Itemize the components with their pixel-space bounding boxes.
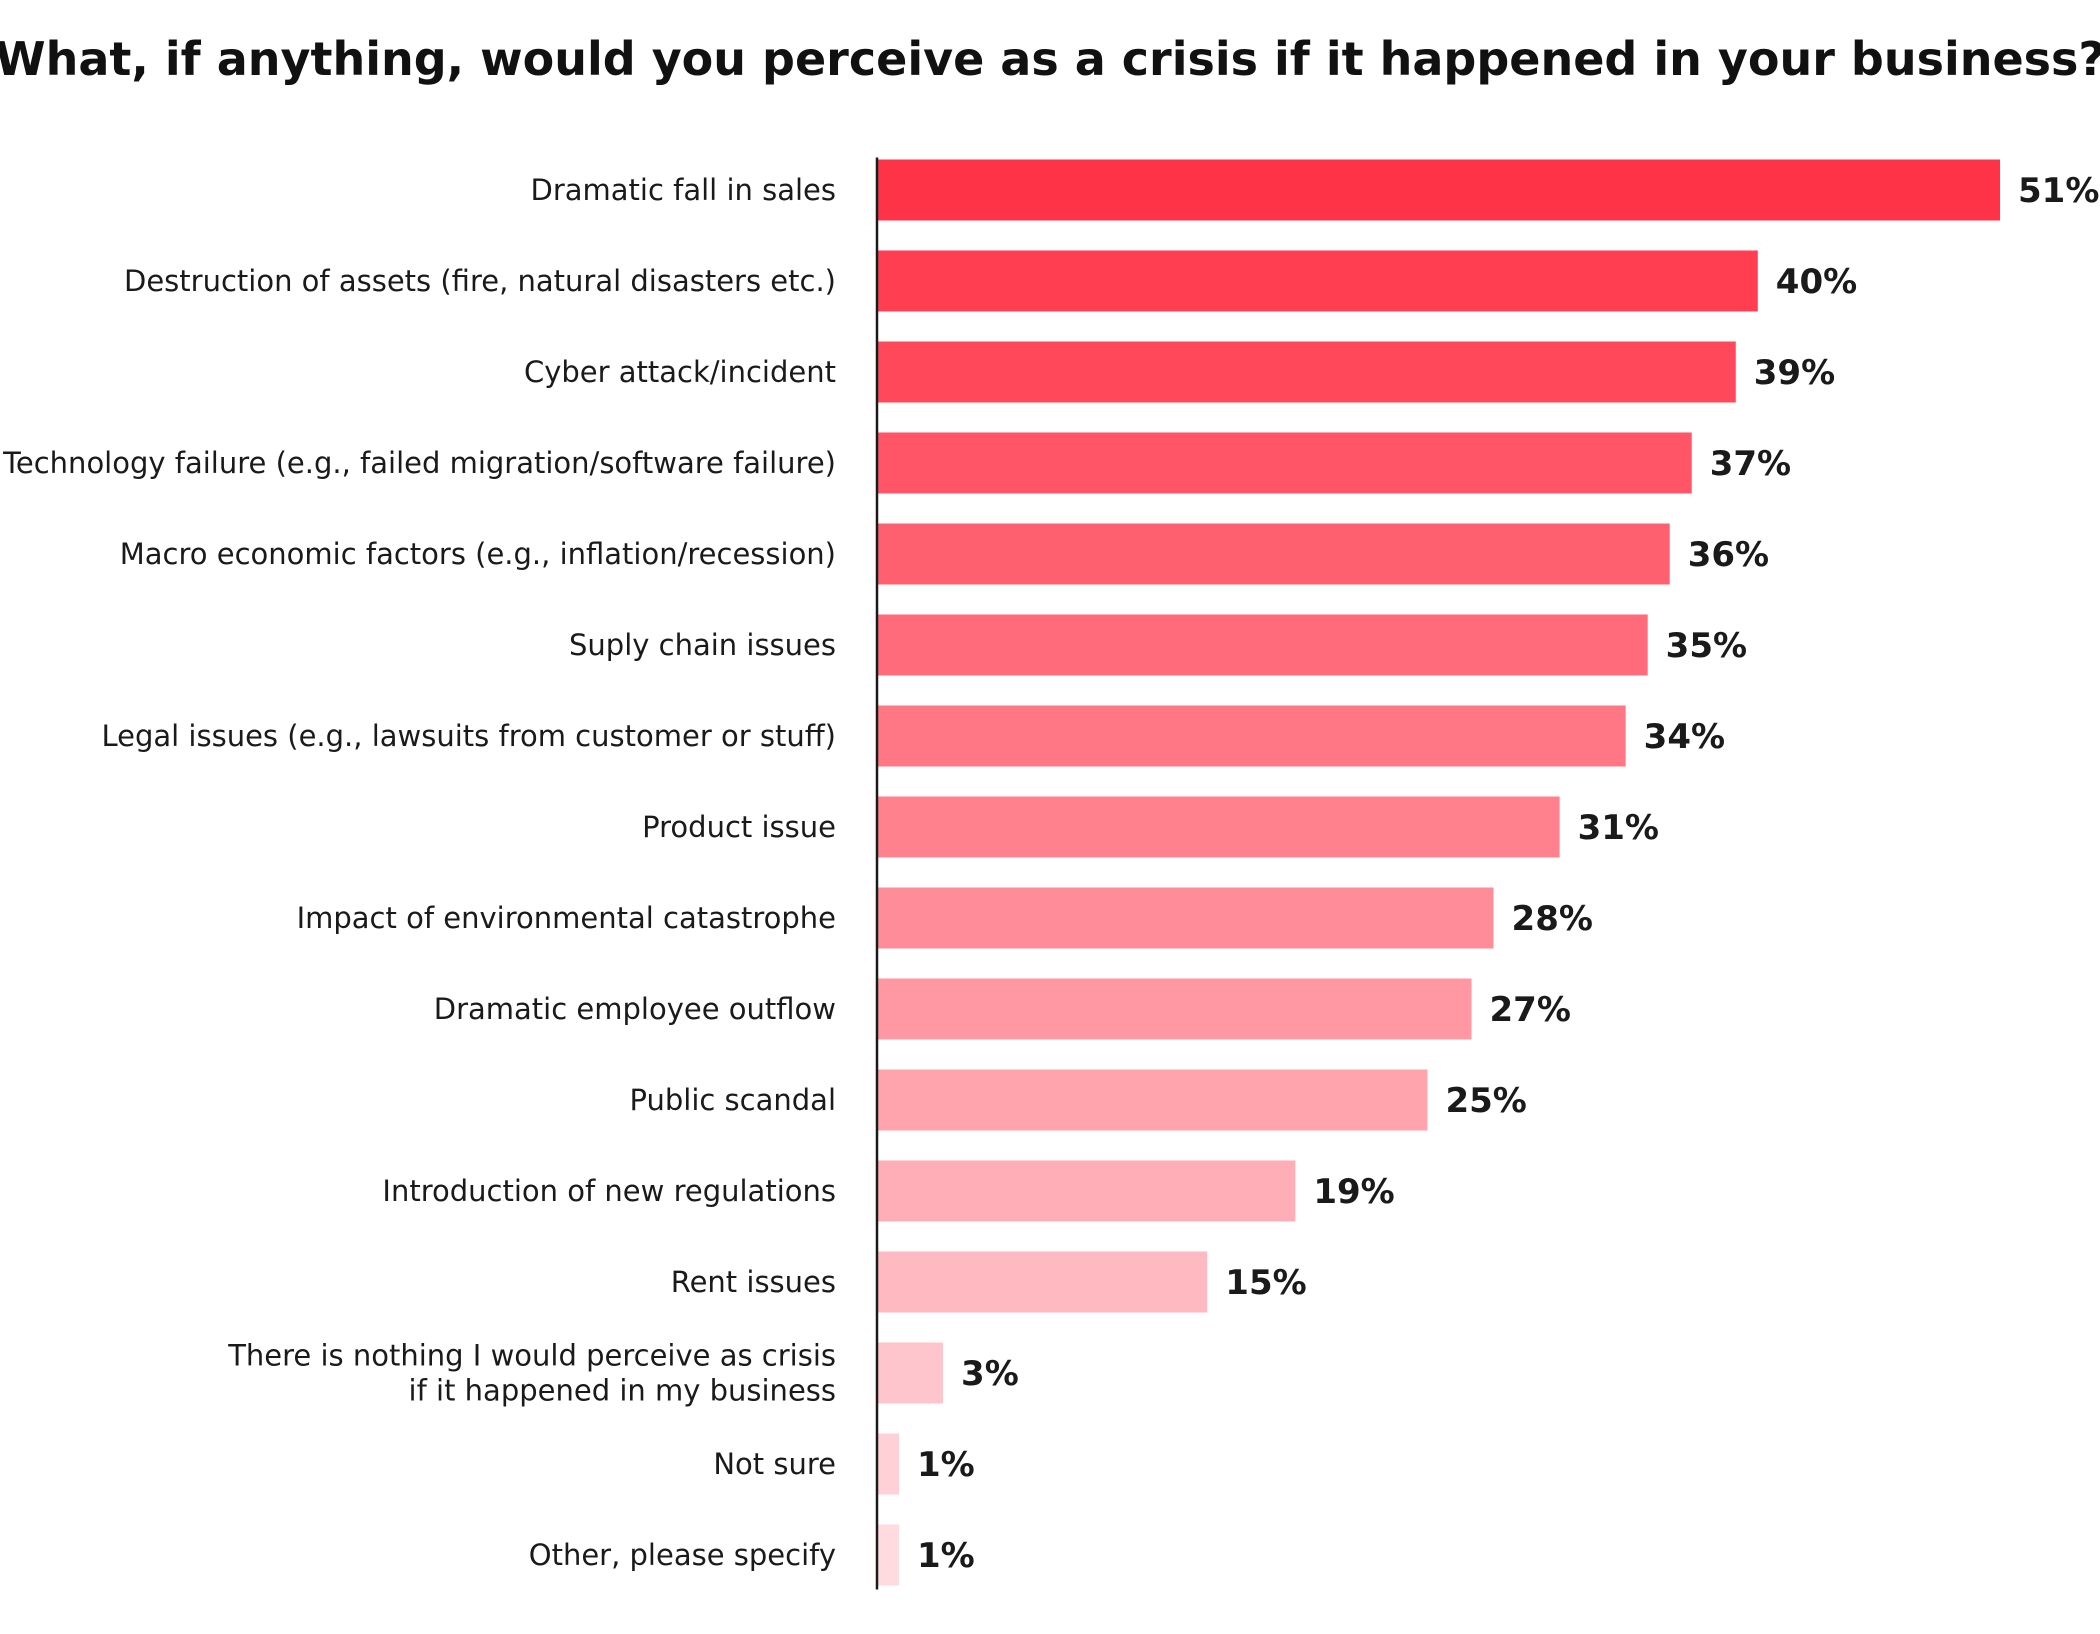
- bar: [877, 523, 1670, 585]
- category-label: Legal issues (e.g., lawsuits from custom…: [101, 719, 836, 753]
- category-label: Cyber attack/incident: [524, 355, 836, 389]
- bar: [877, 1524, 900, 1586]
- value-label: 28%: [1512, 899, 1593, 939]
- value-label: 40%: [1776, 262, 1857, 302]
- value-label: 15%: [1225, 1263, 1306, 1303]
- bar: [877, 1433, 900, 1495]
- value-label: 36%: [1688, 535, 1769, 575]
- bar: [877, 432, 1692, 494]
- category-label: Suply chain issues: [569, 628, 836, 662]
- value-label: 1%: [917, 1536, 975, 1576]
- value-label: 37%: [1710, 444, 1791, 484]
- category-label: Introduction of new regulations: [382, 1174, 836, 1208]
- value-label: 34%: [1644, 717, 1725, 757]
- bar: [877, 1342, 944, 1404]
- value-label: 35%: [1666, 626, 1747, 666]
- category-label: Technology failure (e.g., failed migrati…: [2, 446, 836, 480]
- bar: [877, 705, 1626, 767]
- bar: [877, 159, 2000, 221]
- category-label: Impact of environmental catastrophe: [297, 901, 836, 935]
- value-label: 19%: [1313, 1172, 1394, 1212]
- value-label: 1%: [917, 1445, 975, 1485]
- bar: [877, 341, 1736, 403]
- category-labels-group: Dramatic fall in sales Destruction of ass…: [2, 173, 836, 1572]
- bar: [877, 978, 1472, 1040]
- bar: [877, 796, 1560, 858]
- bar: [877, 887, 1494, 949]
- value-label: 51%: [2018, 171, 2099, 211]
- category-label: There is nothing I would perceive as cri…: [227, 1339, 836, 1408]
- bars-group: [877, 159, 2000, 1586]
- category-label: Public scandal: [630, 1083, 836, 1117]
- bar: [877, 1160, 1296, 1222]
- category-label: Not sure: [713, 1447, 836, 1481]
- category-label: Product issue: [642, 810, 836, 844]
- category-label: Other, please specify: [529, 1538, 836, 1572]
- category-label: Destruction of assets (fire, natural dis…: [124, 264, 836, 298]
- chart-title: What, if anything, would you perceive as…: [0, 32, 2100, 86]
- category-label: Dramatic employee outflow: [434, 992, 836, 1026]
- value-label: 25%: [1445, 1081, 1526, 1121]
- value-label: 39%: [1754, 353, 1835, 393]
- category-label: Dramatic fall in sales: [531, 173, 837, 207]
- bar: [877, 250, 1758, 312]
- bar: [877, 1251, 1208, 1313]
- value-labels-group: 51% 40% 39% 37% 36% 35% 34% 31% 28% 27% 25% 19% 15% 3…: [917, 171, 2099, 1576]
- category-label: Rent issues: [671, 1265, 836, 1299]
- bar: [877, 614, 1648, 676]
- value-label: 31%: [1578, 808, 1659, 848]
- value-label: 27%: [1490, 990, 1571, 1030]
- bar: [877, 1069, 1428, 1131]
- category-label: Macro economic factors (e.g., inflation/…: [120, 537, 836, 571]
- value-label: 3%: [961, 1354, 1019, 1394]
